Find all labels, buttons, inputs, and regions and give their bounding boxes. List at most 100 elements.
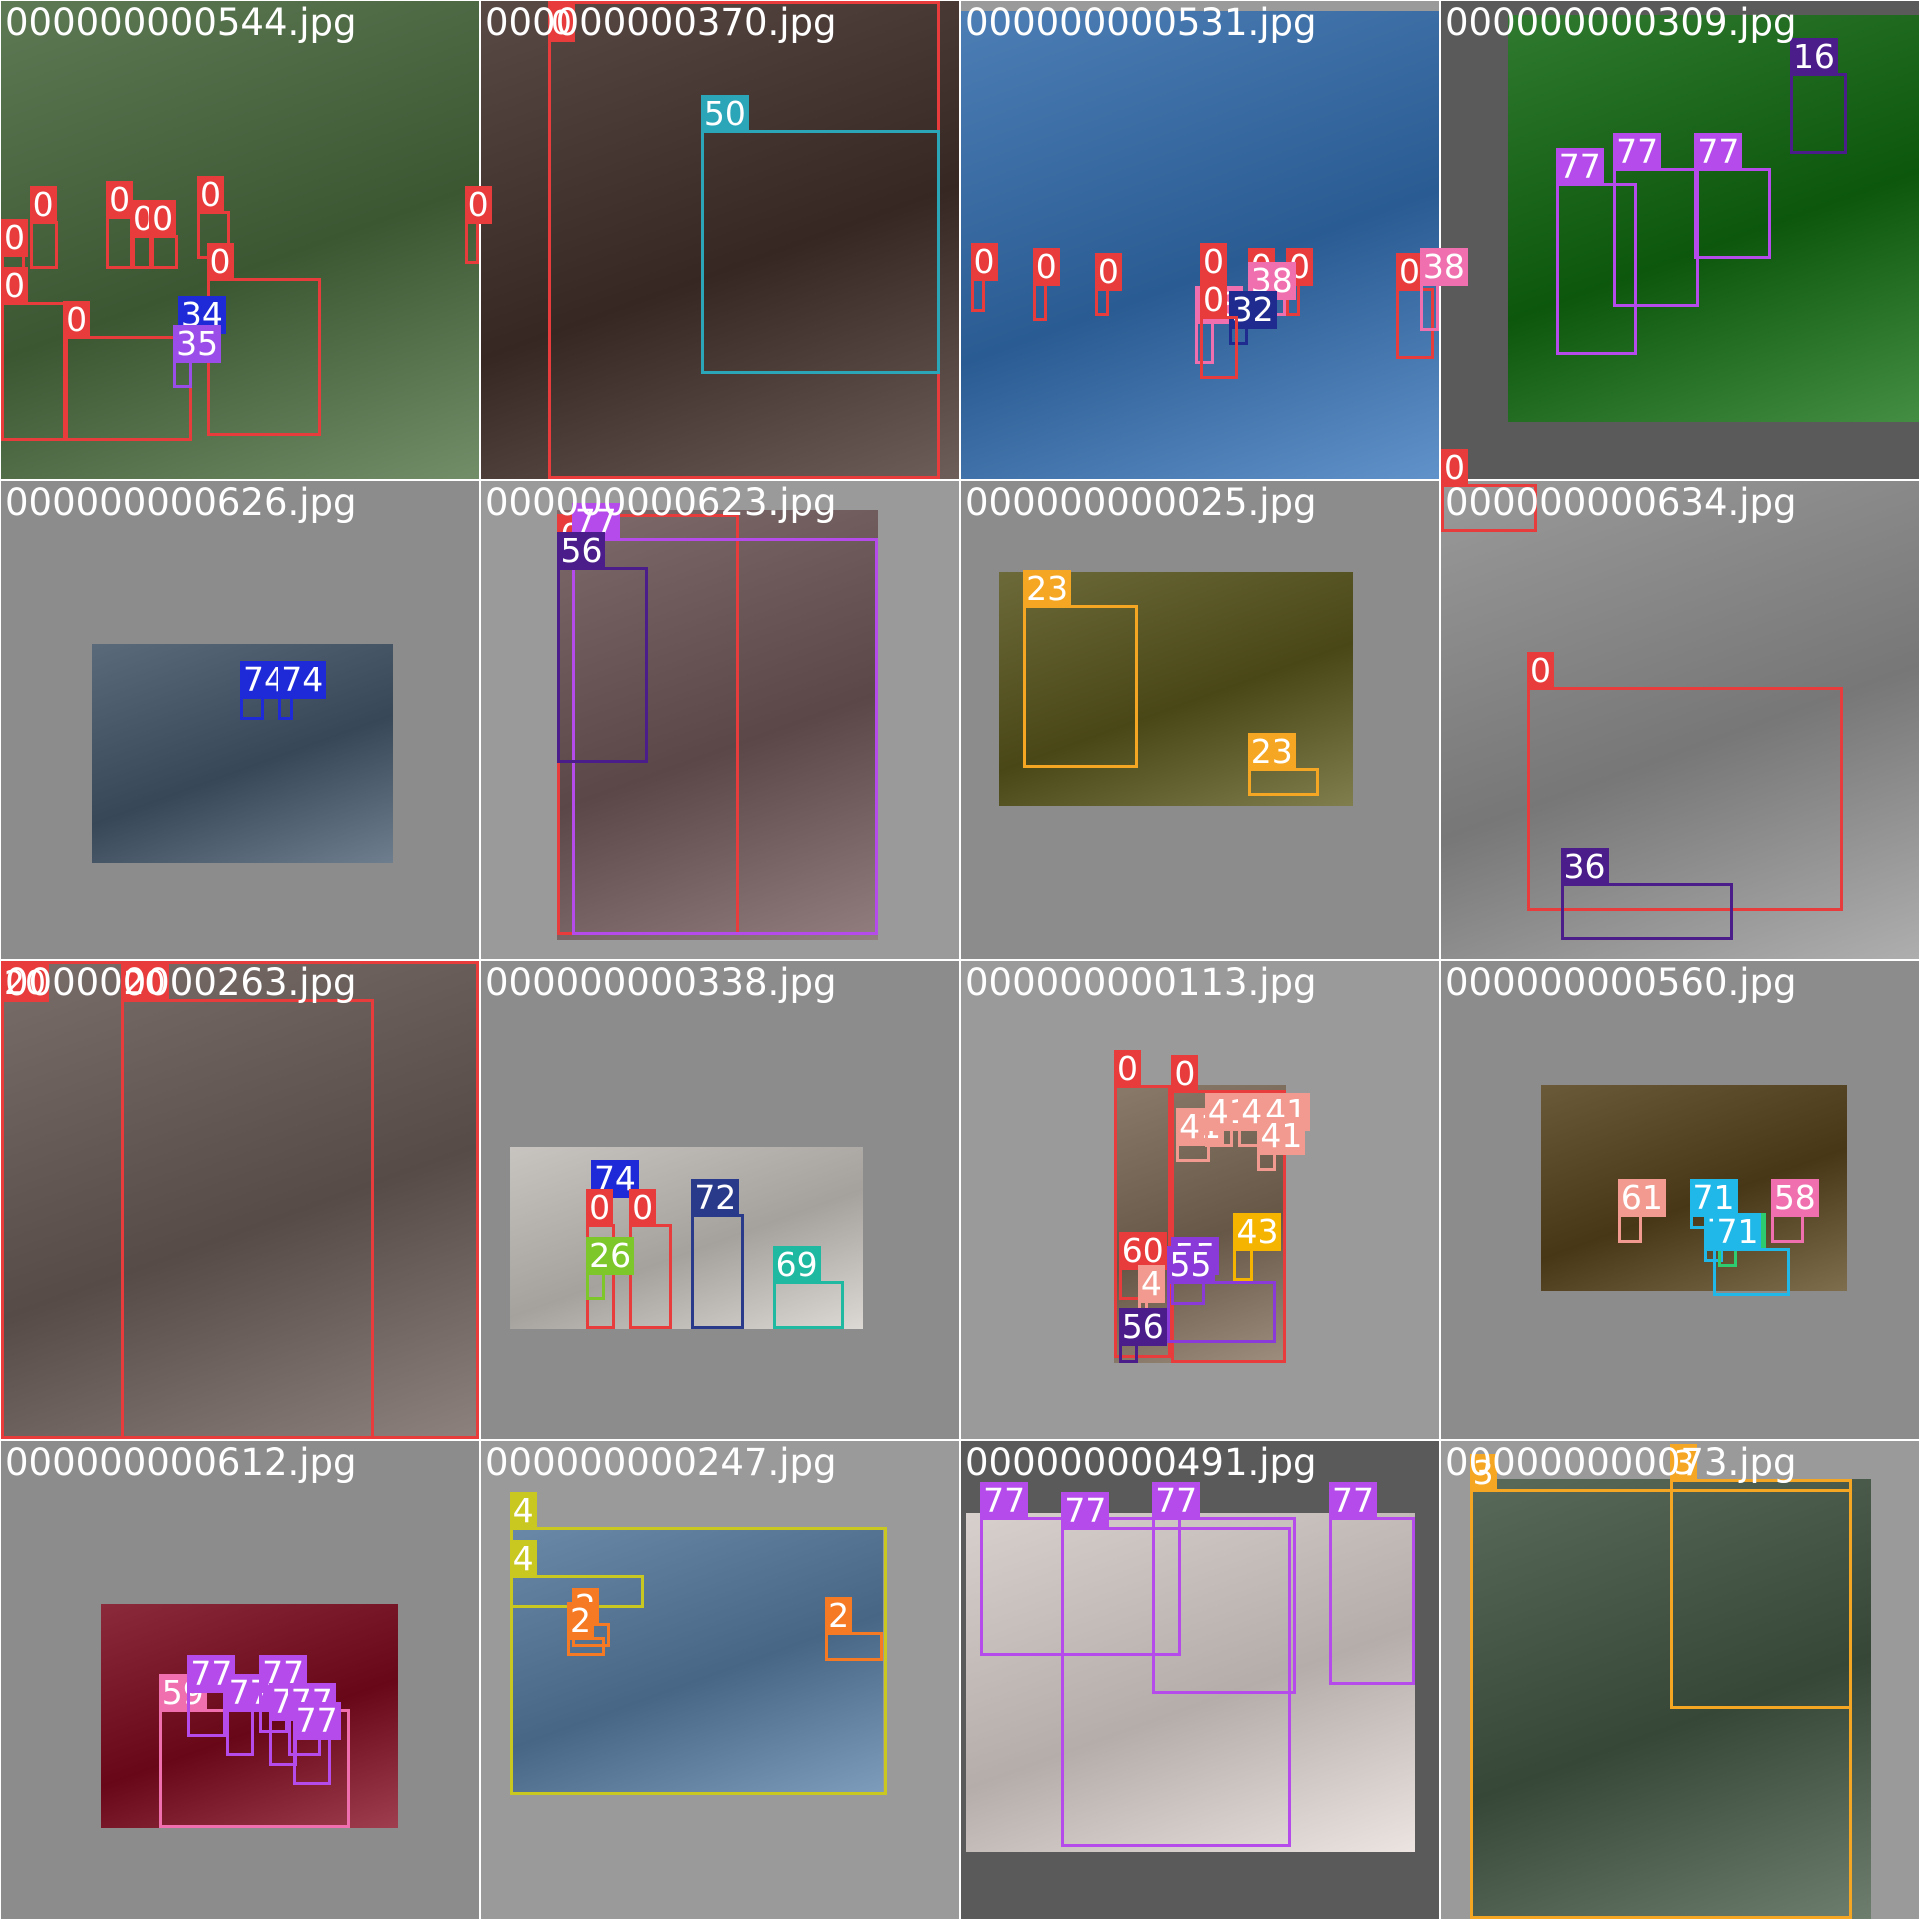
filename-label: 000000000113.jpg (965, 961, 1317, 1004)
bounding-box: 0 (1113, 1050, 1172, 1358)
image-tile: 000000000073.jpg 3 3 (1441, 1441, 1919, 1919)
class-label: 20 (1, 964, 49, 1002)
image-tile: 000000000338.jpg 74 0 0 72 26 69 (481, 961, 959, 1439)
class-label: 0 (1200, 281, 1227, 320)
class-label: 58 (1770, 1179, 1819, 1218)
bounding-box: 0 (1395, 252, 1435, 360)
class-label: 0 (586, 1188, 614, 1227)
image-tile: 000000000491.jpg 77 77 77 77 (961, 1441, 1439, 1919)
class-label: 23 (1247, 732, 1296, 771)
image-tile: 000000000025.jpg 23 23 (961, 481, 1439, 959)
photo (509, 1147, 864, 1330)
class-label: 43 (1233, 1212, 1282, 1251)
class-label: 0 (149, 200, 177, 239)
photo (509, 1527, 883, 1795)
bounding-box: 77 (187, 1654, 236, 1738)
bounding-box: 77 (1061, 1492, 1291, 1848)
class-label: 72 (691, 1179, 740, 1218)
class-label: 0 (196, 176, 224, 215)
bounding-box: 23 (1247, 732, 1320, 797)
bounding-box: 4 (509, 1492, 888, 1795)
bounding-box: 0 (1527, 651, 1843, 912)
class-label: 16 (1789, 37, 1838, 76)
bounding-box: 36 (1560, 847, 1733, 940)
bounding-box: 71 (1689, 1179, 1738, 1229)
class-label: 0 (464, 185, 492, 224)
image-tile: 000000000370.jpg 0 50 (481, 1, 959, 479)
bounding-box: 50 (700, 95, 940, 374)
bounding-box: 0 (1, 267, 68, 441)
class-label: 41 (1257, 1117, 1306, 1156)
filename-label: 000000000338.jpg (485, 961, 837, 1004)
class-label: 4 (509, 1492, 537, 1531)
class-label: 0 (29, 185, 57, 224)
bounding-box: 74 (240, 661, 288, 720)
class-label: 38 (1419, 248, 1468, 287)
class-label: 55 (1166, 1246, 1215, 1285)
class-label: 74 (278, 661, 327, 700)
bounding-box: 43 (1233, 1212, 1282, 1282)
bounding-box: 38 (1419, 248, 1468, 331)
bounding-box: 77 (1555, 147, 1637, 355)
image-tile: 000000000544.jpg 0 0 0 0 0 0 0 0 0 0 34 35 (1, 1, 492, 479)
bounding-box: 77 (1152, 1482, 1296, 1695)
bounding-box: 0 (149, 200, 178, 269)
bounding-box: 16 (1789, 37, 1848, 154)
class-label: 0 (1395, 252, 1423, 291)
class-label: 77 (980, 1482, 1029, 1521)
filename-label: 000000000623.jpg (485, 481, 837, 524)
bounding-box: 61 (1617, 1179, 1666, 1243)
filename-label: 000000000263.jpg (5, 961, 357, 1004)
class-label: 56 (1118, 1308, 1167, 1347)
image-tile: 000000000634.jpg 0 36 (1441, 481, 1919, 959)
photo (1, 961, 479, 1439)
filename-label: 000000000544.jpg (5, 1, 357, 44)
class-label: 77 (1694, 133, 1743, 172)
bounding-box: 0 (1200, 281, 1239, 379)
class-label: 0 (1441, 448, 1468, 487)
bounding-box: 0 (1441, 448, 1537, 532)
image-tile: 000000000560.jpg617171675871 (1441, 961, 1919, 1439)
class-label: 0 (1, 219, 28, 258)
image-tile: 000000000247.jpg44222 (481, 1441, 959, 1919)
bounding-box: 4 (1137, 1265, 1165, 1320)
class-label: 77 (292, 1702, 341, 1741)
bounding-box: 71 (1713, 1212, 1790, 1296)
bounding-box: 74 (278, 661, 327, 720)
bounding-box: 56 (1118, 1308, 1167, 1363)
filename-label: 000000000634.jpg (1445, 481, 1797, 524)
class-label: 35 (173, 324, 222, 363)
bounding-box: 2 (825, 1597, 883, 1661)
bounding-box: 55 (1166, 1246, 1277, 1344)
bounding-box: 41 (1204, 1093, 1253, 1148)
class-label: 56 (557, 532, 606, 571)
bounding-box: 0 (1094, 252, 1122, 317)
class-label: 3 (1469, 1453, 1497, 1492)
filename-label: 000000000612.jpg (5, 1441, 357, 1484)
image-tile: 000000000612.jpg59777777777777 (1, 1441, 479, 1919)
class-label: 77 (1152, 1482, 1201, 1521)
class-label: 0 (1, 267, 28, 306)
class-label: 0 (206, 243, 234, 282)
class-label: 77 (187, 1654, 236, 1693)
image-tile: 000000000623.jpg07756 (481, 481, 959, 959)
class-label: 3 (1670, 1444, 1698, 1483)
class-label: 2 (567, 1601, 595, 1640)
class-label: 4 (1137, 1265, 1165, 1304)
class-label: 20 (120, 964, 169, 1003)
bounding-box: 77 (1694, 133, 1771, 260)
class-label: 36 (1560, 847, 1609, 886)
class-label: 77 (1061, 1492, 1110, 1531)
class-label: 61 (1617, 1179, 1666, 1218)
bounding-box: 4 (509, 1539, 644, 1609)
class-label: 0 (63, 300, 91, 339)
filename-label: 000000000626.jpg (5, 481, 357, 524)
class-label: 0 (970, 243, 998, 282)
photo (481, 1, 959, 479)
bounding-box: 77 (292, 1702, 341, 1786)
filename-label: 000000000531.jpg (965, 1, 1317, 44)
bounding-box: 35 (173, 324, 222, 389)
bounding-box: 2 (567, 1601, 606, 1657)
bounding-box: 0 (629, 1188, 673, 1330)
